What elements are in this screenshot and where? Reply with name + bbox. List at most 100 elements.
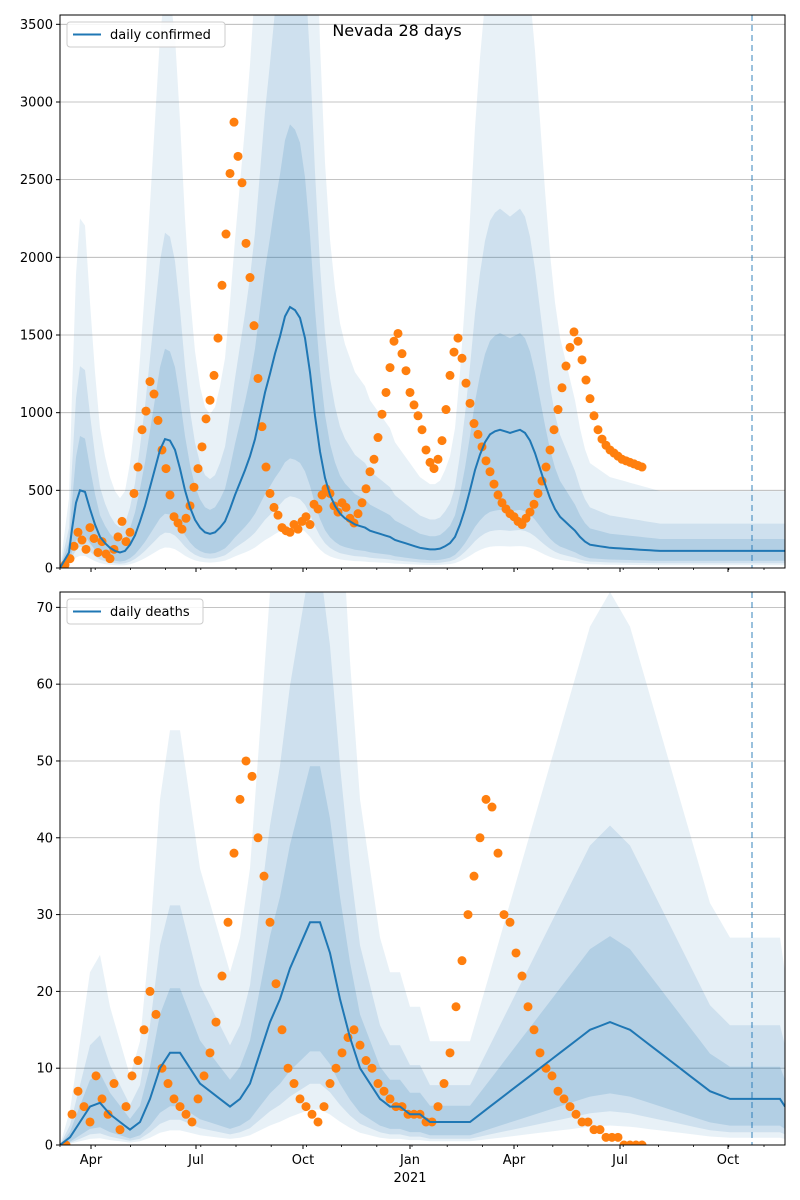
data-point — [377, 409, 387, 419]
x-tick-label: Apr — [80, 1153, 103, 1168]
data-point — [381, 387, 391, 397]
legend: daily confirmed — [66, 21, 226, 48]
data-point — [169, 1094, 179, 1104]
data-point — [133, 1056, 143, 1066]
data-point — [541, 462, 551, 472]
data-point — [571, 1109, 581, 1119]
data-point — [249, 321, 259, 331]
data-point — [133, 462, 143, 472]
y-tick-label: 2000 — [20, 251, 53, 266]
data-point — [163, 1079, 173, 1089]
data-point — [117, 516, 127, 526]
data-point — [233, 151, 243, 161]
data-point — [485, 467, 495, 477]
data-point — [241, 238, 251, 248]
data-point — [613, 1132, 623, 1142]
data-point — [73, 527, 83, 537]
data-point — [637, 462, 647, 472]
data-point — [115, 1125, 125, 1135]
data-point — [265, 917, 275, 927]
data-point — [181, 1109, 191, 1119]
data-point — [79, 1102, 89, 1112]
data-point — [121, 537, 131, 547]
data-point — [547, 1071, 557, 1081]
data-point — [465, 398, 475, 408]
data-point — [593, 425, 603, 435]
data-point — [127, 1071, 137, 1081]
data-point — [259, 871, 269, 881]
data-point — [337, 1048, 347, 1058]
data-point — [181, 513, 191, 523]
data-point — [457, 956, 467, 966]
data-point — [385, 1094, 395, 1104]
data-point — [277, 1025, 287, 1035]
data-point — [319, 1102, 329, 1112]
data-point — [453, 333, 463, 343]
data-point — [489, 479, 499, 489]
data-point — [109, 1079, 119, 1089]
y-tick-label: 70 — [36, 601, 53, 616]
data-point — [517, 971, 527, 981]
data-point — [201, 414, 211, 424]
data-point — [413, 411, 423, 421]
plot-frame — [59, 14, 786, 569]
data-point — [511, 948, 521, 958]
data-point — [553, 1086, 563, 1096]
data-point — [141, 406, 151, 416]
data-point — [301, 1102, 311, 1112]
data-point — [121, 1102, 131, 1112]
y-tick-label: 3000 — [20, 95, 53, 110]
data-point — [235, 794, 245, 804]
data-point — [589, 411, 599, 421]
uncertainty-band — [60, 766, 785, 1145]
data-point — [595, 1125, 605, 1135]
data-point — [247, 771, 257, 781]
data-point — [113, 532, 123, 542]
data-point — [361, 484, 371, 494]
data-point — [91, 1071, 101, 1081]
data-point — [223, 917, 233, 927]
data-point — [161, 464, 171, 474]
data-point — [565, 1102, 575, 1112]
data-point — [153, 415, 163, 425]
data-point — [253, 373, 263, 383]
data-point — [211, 1017, 221, 1027]
data-point — [283, 1063, 293, 1073]
data-point — [365, 467, 375, 477]
y-tick-label: 10 — [36, 1062, 53, 1077]
data-point — [305, 520, 315, 530]
data-point — [177, 524, 187, 534]
data-point — [261, 462, 271, 472]
y-tick-label: 3500 — [20, 18, 53, 33]
data-point — [301, 512, 311, 522]
data-point — [581, 375, 591, 385]
data-point — [93, 547, 103, 557]
y-tick-label: 1500 — [20, 328, 53, 343]
data-point — [85, 1117, 95, 1127]
data-point — [103, 1109, 113, 1119]
data-point — [437, 436, 447, 446]
data-point — [197, 442, 207, 452]
data-point — [273, 510, 283, 520]
data-point — [469, 871, 479, 881]
y-tick-label: 1000 — [20, 406, 53, 421]
data-point — [213, 333, 223, 343]
data-point — [149, 389, 159, 399]
data-point — [569, 327, 579, 337]
y-tick-label: 30 — [36, 908, 53, 923]
x-tick-label: Jul — [187, 1153, 204, 1168]
data-point — [77, 535, 87, 545]
data-point — [433, 1102, 443, 1112]
data-point — [175, 1102, 185, 1112]
data-point — [493, 490, 503, 500]
data-point — [189, 482, 199, 492]
uncertainty-band — [60, 15, 785, 568]
uncertainty-band — [60, 15, 785, 568]
data-point — [313, 504, 323, 514]
data-point — [637, 1140, 647, 1145]
uncertainty-band — [60, 592, 785, 1145]
data-point — [553, 405, 563, 415]
data-point — [289, 1079, 299, 1089]
data-point — [493, 848, 503, 858]
data-point — [253, 833, 263, 843]
